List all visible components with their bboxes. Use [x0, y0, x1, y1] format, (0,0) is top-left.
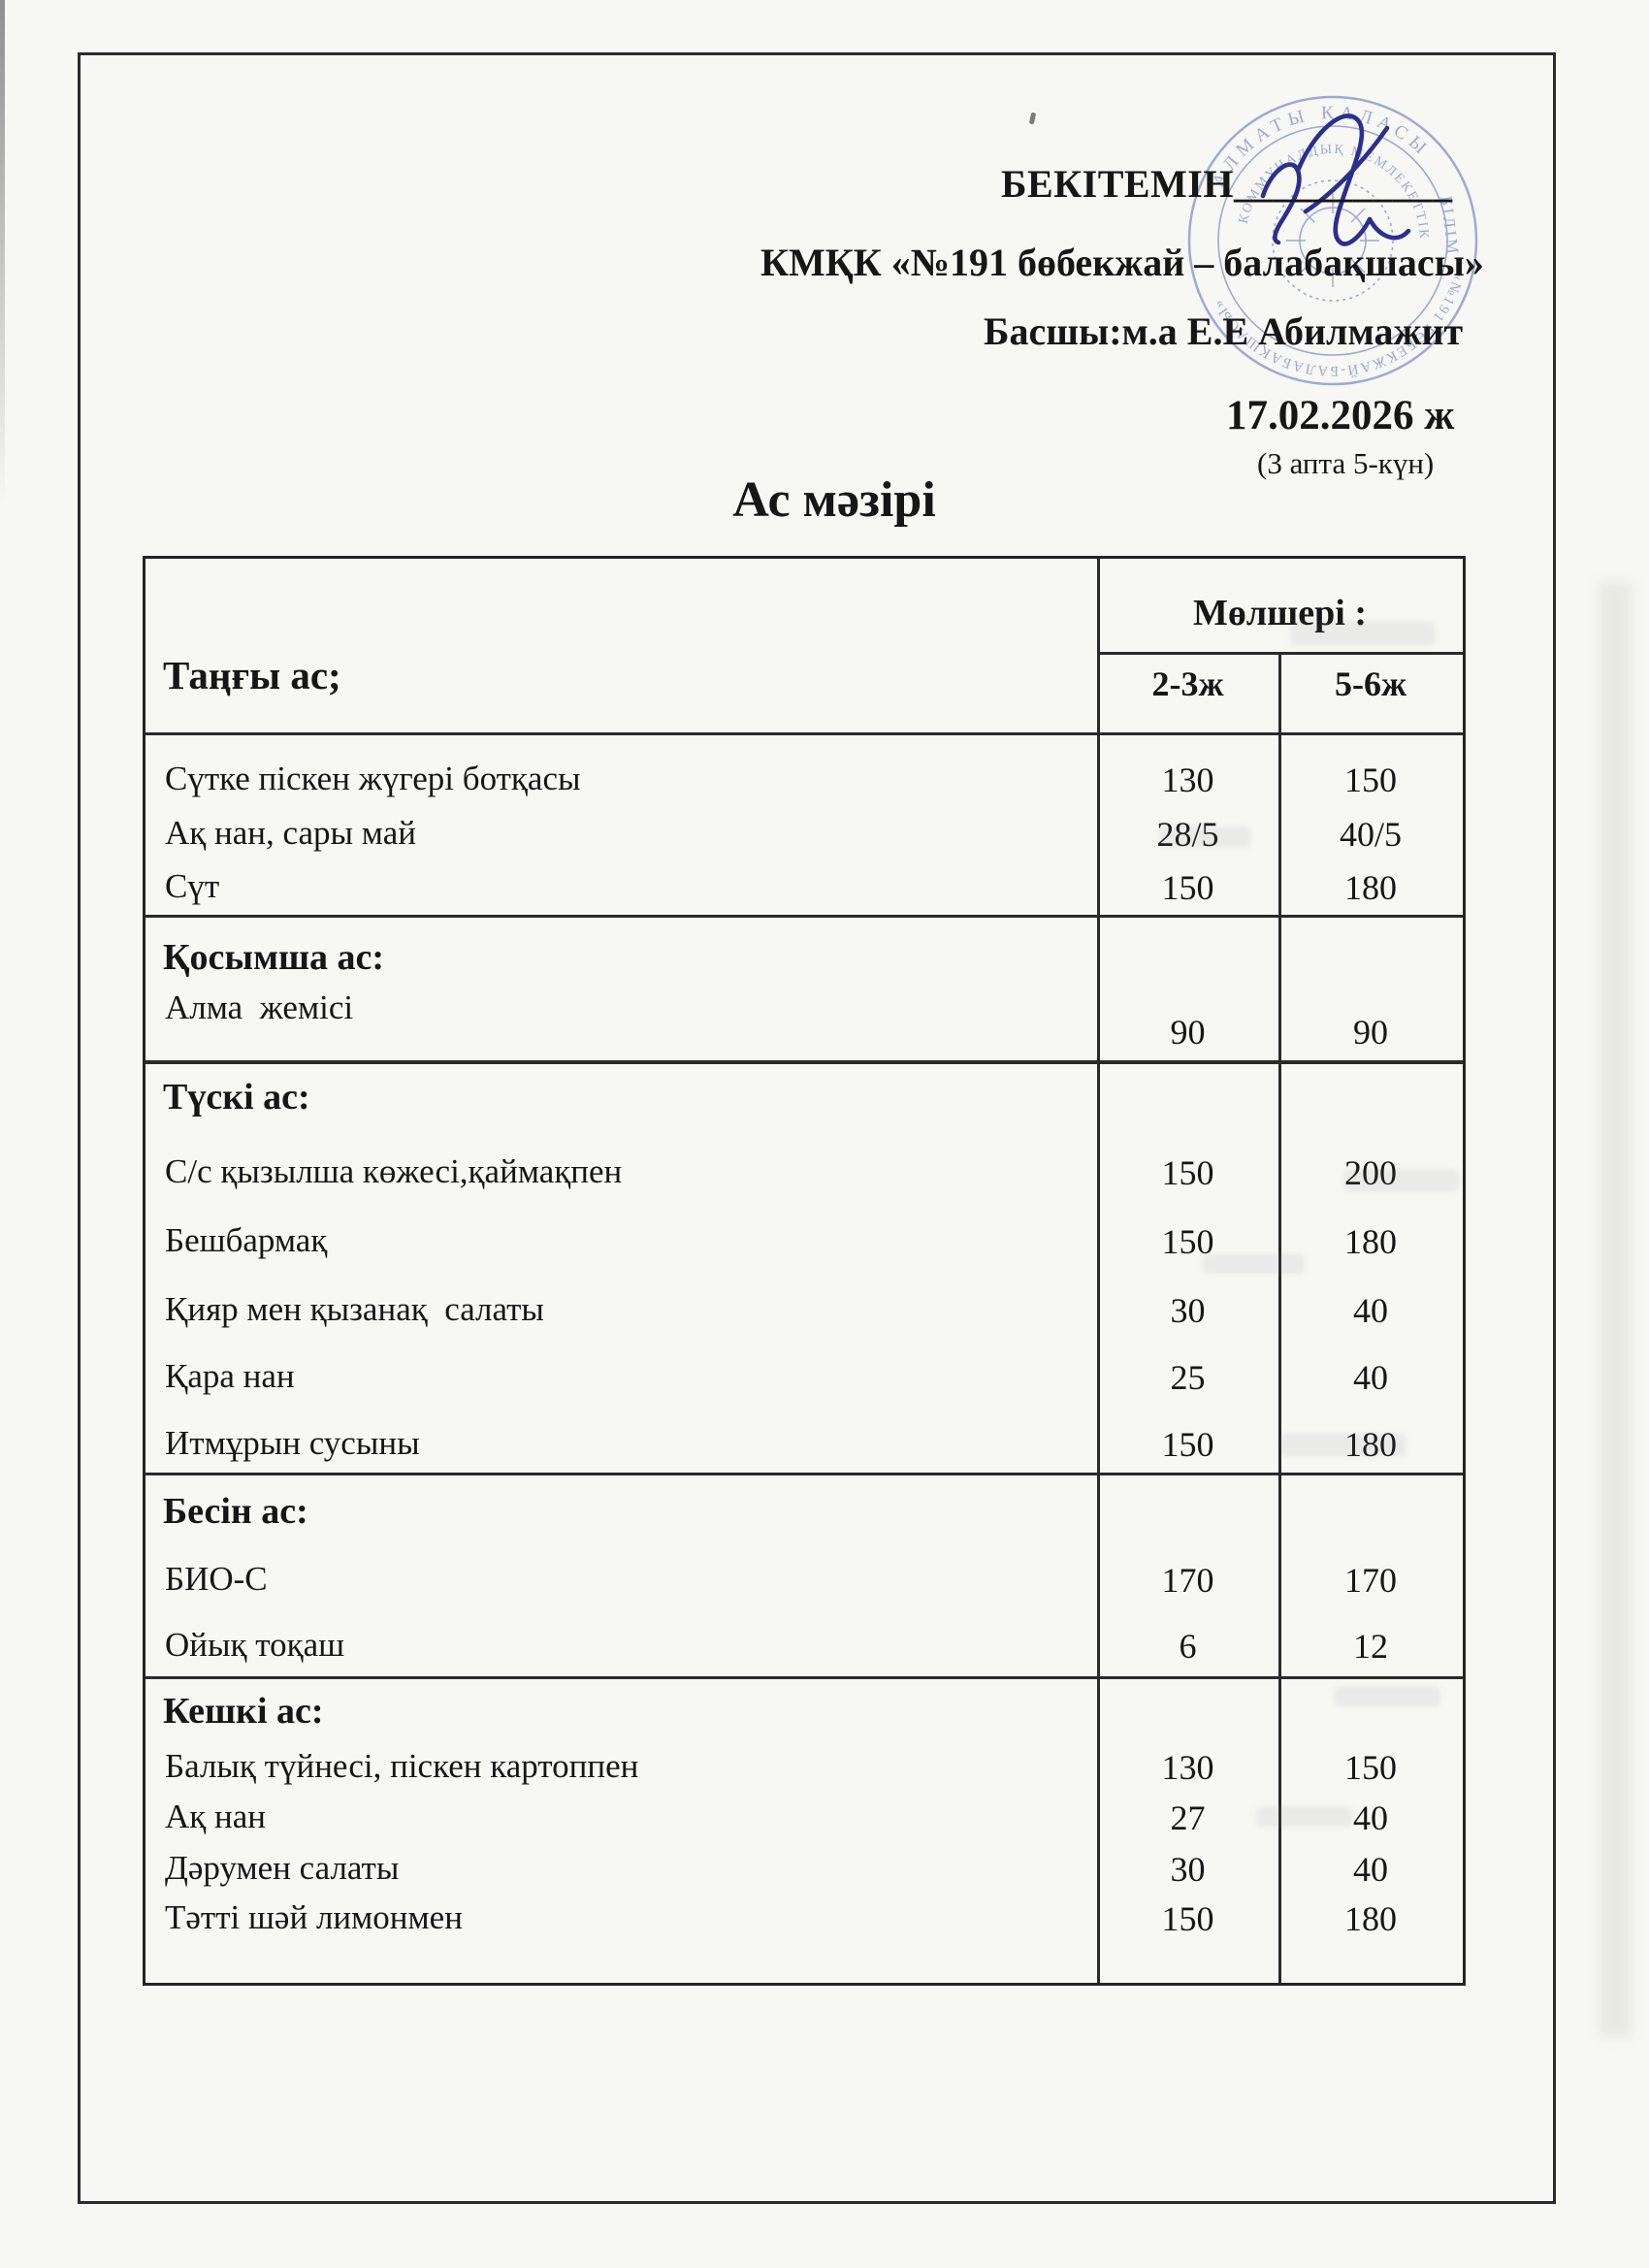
menu-item-name: Тәтті шәй лимонмен: [165, 1898, 463, 1936]
menu-item-name: БИО-С: [165, 1560, 268, 1598]
scan-edge-artifact: [1599, 582, 1632, 2037]
portion-value-5-6: 40: [1353, 1798, 1388, 1837]
portion-value-2-3: 150: [1161, 868, 1214, 907]
portion-value-5-6: 150: [1344, 1748, 1397, 1787]
week-day-line: (3 апта 5-күн): [1257, 446, 1435, 480]
bleedthrough-artifact: [1334, 1686, 1440, 1707]
portion-value-5-6: 12: [1353, 1627, 1388, 1666]
approval-signature: [1260, 113, 1411, 246]
date-line: 17.02.2026 ж: [1226, 393, 1455, 438]
portion-value-2-3: 90: [1170, 1013, 1206, 1052]
portion-value-2-3: 28/5: [1156, 815, 1219, 854]
section-title: Қосымша ас:: [163, 937, 385, 978]
portion-value-5-6: 40: [1353, 1850, 1388, 1889]
bleedthrough-artifact: [1343, 1169, 1460, 1192]
menu-item-name: Қара нан: [165, 1357, 295, 1395]
table-grid-line: [1278, 652, 1281, 1983]
menu-section: Қосымша ас: Алма жемісі 90 90: [146, 915, 1463, 1060]
menu-item-name: Ақ нан, сары май: [165, 814, 416, 852]
portion-value-5-6: 40: [1353, 1358, 1388, 1397]
section-title: Кешкі ас:: [163, 1691, 324, 1732]
table-grid-line: [146, 1473, 1463, 1475]
portion-value-5-6: 180: [1344, 1425, 1397, 1464]
age-column-5-6: 5-6ж: [1334, 664, 1407, 703]
menu-item-name: С/с қызылша көжесі,қаймақпен: [165, 1152, 623, 1190]
table-grid-line: [146, 915, 1463, 918]
portion-value-5-6: 40: [1353, 1291, 1388, 1330]
portion-value-5-6: 90: [1353, 1013, 1388, 1052]
section-title: Бесін ас:: [163, 1491, 308, 1532]
portion-value-2-3: 150: [1161, 1899, 1214, 1938]
portion-value-5-6: 180: [1344, 1222, 1397, 1261]
bleedthrough-artifact: [1280, 1434, 1406, 1457]
portion-value-2-3: 30: [1170, 1291, 1206, 1330]
portion-column-header: Мөлшері :: [1193, 593, 1367, 633]
menu-item-name: Қияр мен қызанақ салаты: [165, 1290, 544, 1328]
menu-item-name: Сүт: [165, 867, 220, 905]
portion-value-5-6: 180: [1344, 1899, 1397, 1938]
menu-section: Кешкі ас: Балық түйнесі, піскен картоппен…: [146, 1676, 1463, 1983]
meal-column-header: Таңғы ас;: [163, 653, 341, 697]
director-line: Басшы:м.а Е.Е Абилмажит: [984, 309, 1464, 353]
bleedthrough-artifact: [1290, 621, 1436, 646]
portion-value-2-3: 27: [1170, 1798, 1206, 1837]
portion-value-5-6: 170: [1344, 1561, 1397, 1600]
page-border-frame: [78, 52, 1556, 2204]
portion-value-2-3: 6: [1179, 1627, 1197, 1666]
menu-item-name: Ойық тоқаш: [165, 1626, 345, 1664]
portion-value-5-6: 180: [1344, 868, 1397, 907]
portion-value-2-3: 30: [1170, 1850, 1206, 1889]
table-grid-line: [146, 1676, 1463, 1679]
portion-value-2-3: 25: [1170, 1358, 1206, 1397]
portion-value-2-3: 130: [1161, 761, 1214, 799]
menu-item-name: Алма жемісі: [165, 988, 354, 1026]
portion-value-5-6: 150: [1344, 761, 1397, 799]
table-grid-line: [146, 732, 1463, 735]
page-title: Ас мәзірі: [732, 472, 936, 528]
organization-line: КМҚК «№191 бөбекжай – балабақшасы»: [760, 241, 1484, 284]
menu-section: Сүтке піскен жүгері ботқасы 130 150 Ақ нан,…: [146, 732, 1463, 915]
portion-value-2-3: 150: [1161, 1153, 1214, 1192]
menu-item-name: Дәрумен салаты: [165, 1849, 400, 1887]
menu-section: Бесін ас: БИО-С 170 170 Ойық тоқаш 6 12: [146, 1473, 1463, 1676]
official-stamp: АЛМАТЫ ҚАЛАСЫ «№191 БӨБЕКЖАЙ-БАЛАБАҚШАСЫ…: [1187, 95, 1478, 386]
menu-table: Таңғы ас; Мөлшері : 2-3ж 5-6ж Сүтке піск…: [143, 556, 1466, 1986]
scan-edge-artifact: [0, 0, 5, 504]
table-grid-line: [146, 1060, 1463, 1064]
portion-value-5-6: 200: [1344, 1153, 1397, 1192]
bleedthrough-artifact: [1159, 826, 1251, 848]
menu-item-name: Сүтке піскен жүгері ботқасы: [165, 760, 581, 797]
portion-value-2-3: 150: [1161, 1222, 1214, 1261]
menu-item-name: Балық түйнесі, піскен картоппен: [165, 1747, 639, 1785]
portion-value-2-3: 150: [1161, 1425, 1214, 1464]
portion-value-2-3: 130: [1161, 1748, 1214, 1787]
bleedthrough-artifact: [1203, 1253, 1305, 1275]
table-grid-line: [1097, 559, 1100, 1983]
approve-line: БЕКІТЕМІН___________: [1001, 162, 1453, 206]
table-grid-line: [1097, 652, 1463, 655]
portion-value-2-3: 170: [1161, 1561, 1214, 1600]
menu-item-name: Ақ нан: [165, 1798, 267, 1835]
section-title: Түскі ас:: [163, 1077, 310, 1118]
menu-item-name: Бешбармақ: [165, 1221, 328, 1259]
menu-section: Түскі ас: С/с қызылша көжесі,қаймақпен 150…: [146, 1060, 1463, 1473]
age-column-2-3: 2-3ж: [1151, 664, 1224, 703]
bleedthrough-artifact: [1256, 1806, 1353, 1828]
menu-item-name: Итмұрын сусыны: [165, 1424, 420, 1462]
portion-value-5-6: 40/5: [1339, 815, 1402, 854]
